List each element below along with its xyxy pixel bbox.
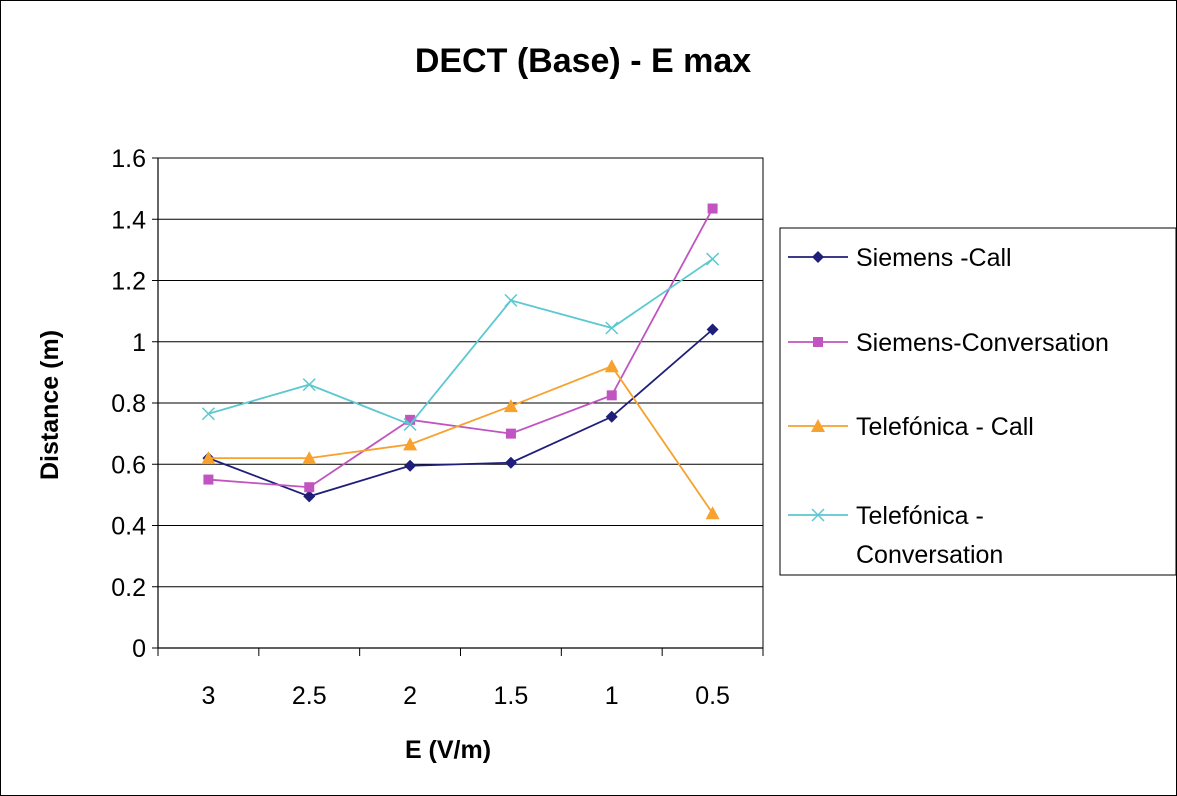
series-line [208,258,714,426]
legend-marker [812,251,824,263]
data-point [403,437,418,451]
y-tick-label: 1.2 [111,268,146,296]
legend-item: Telefónica - Call [788,413,1034,441]
data-point [606,390,617,401]
x-tick-label: 1.5 [494,682,529,710]
x-tick-label: 2 [403,682,417,710]
series-1 [203,203,718,493]
y-tick-label: 0.6 [111,451,146,479]
chart-title: DECT (Base) - E max [415,42,751,80]
legend-marker [811,419,825,432]
data-point [201,407,215,421]
y-axis-title: Distance (m) [36,330,64,480]
series-group [201,203,720,520]
series-line [208,208,714,489]
data-point [302,451,317,465]
series-0 [202,323,719,503]
data-point [403,417,417,431]
legend-label: Telefónica - [856,502,984,530]
data-point [304,482,315,493]
y-tick-label: 0.2 [111,574,146,602]
y-tick-label: 0.4 [111,513,146,541]
data-point [505,428,516,439]
x-tick-labels: 3 2.5 2 1.5 1 0.5 [201,682,730,710]
data-point [302,378,316,392]
data-point [504,456,517,469]
data-point [504,293,518,307]
data-point [604,359,619,373]
data-point [706,252,720,266]
axes [152,157,764,656]
legend-label: Siemens -Call [856,244,1012,272]
data-point [405,414,416,425]
legend-marker [813,337,823,347]
data-point [707,203,718,214]
legend-item: Telefónica - Conversation [788,502,1003,569]
y-tick-label: 0.8 [111,390,146,418]
data-point [303,490,316,503]
data-point [503,399,518,413]
y-tick-label: 1.4 [111,206,146,234]
series-line [208,328,714,498]
series-2 [201,359,720,520]
x-tick-label: 1 [605,682,619,710]
x-tick-label: 0.5 [695,682,730,710]
legend: Siemens -Call Siemens-Conversation Telefón… [779,227,1177,576]
legend-marker [811,508,825,522]
x-tick-label: 3 [201,682,215,710]
y-tick-label: 0 [132,635,146,663]
legend-item: Siemens-Conversation [788,329,1109,357]
data-point [605,410,618,423]
y-tick-labels: 0 0.2 0.4 0.6 0.8 1 1.2 1.4 1.6 [111,145,146,663]
legend-box [779,227,1177,576]
series-line [208,365,714,514]
data-point [404,459,417,472]
y-tick-label: 1 [132,329,146,357]
x-axis-title: E (V/m) [405,736,491,764]
data-point [201,451,216,465]
legend-label: Telefónica - Call [856,413,1034,441]
data-point [203,474,214,485]
data-point [705,506,720,520]
y-tick-label: 1.6 [111,145,146,173]
x-tick-label: 2.5 [292,682,327,710]
series-3 [201,252,720,431]
data-point [605,321,619,335]
legend-label: Conversation [856,541,1003,569]
legend-label: Siemens-Conversation [856,329,1109,357]
legend-item: Siemens -Call [788,244,1012,272]
data-point [706,323,719,336]
